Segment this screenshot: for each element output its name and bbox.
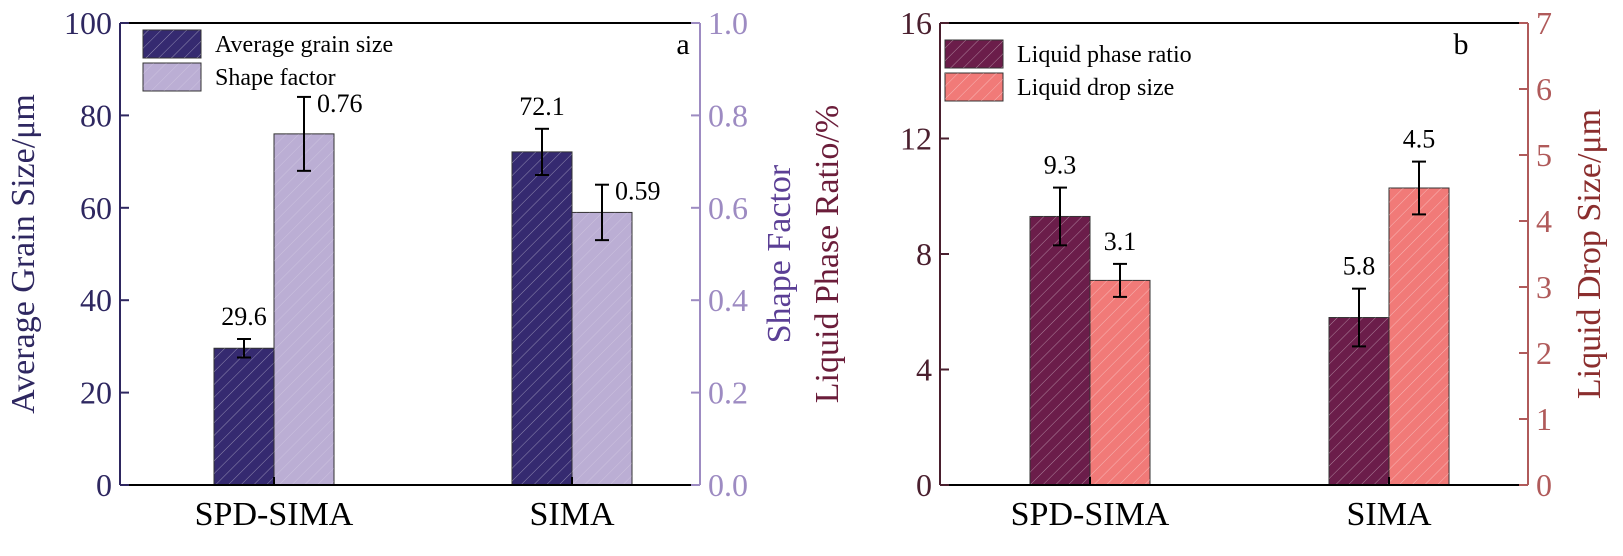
legend-swatch-hatch (945, 40, 1003, 68)
right-tick-label: 0 (1536, 467, 1552, 503)
left-tick-label: 0 (96, 467, 112, 503)
x-tick-label: SPD-SIMA (1011, 496, 1170, 533)
left-axis-label: Liquid Phase Ratio/% (809, 105, 846, 403)
x-tick-label: SIMA (1346, 496, 1431, 533)
data-label: 3.1 (1104, 227, 1137, 256)
legend-label: Average grain size (215, 32, 393, 58)
right-tick-label: 0.8 (708, 97, 748, 133)
legend-label: Liquid phase ratio (1017, 42, 1192, 68)
panel-a: 29.6 72.1 0.76 0.59 0 20 40 60 80 100 0.0 0.2 0.4 0.6… (5, 5, 798, 533)
data-label: 9.3 (1044, 151, 1077, 180)
left-tick-label: 12 (900, 121, 932, 157)
right-tick-label: 3 (1536, 269, 1552, 305)
x-tick-label: SIMA (529, 496, 614, 533)
right-tick-label: 0.0 (708, 467, 748, 503)
right-axis-label: Liquid Drop Size/μm (1571, 109, 1608, 399)
right-tick-label: 1.0 (708, 5, 748, 41)
bar-hatch (512, 151, 572, 485)
left-tick-label: 20 (80, 375, 112, 411)
bar-hatch (572, 212, 632, 486)
right-axis-label: Shape Factor (761, 164, 798, 343)
bar-hatch (1090, 280, 1150, 485)
legend-swatch-hatch (143, 63, 201, 91)
legend-swatch-hatch (945, 73, 1003, 101)
legend-label: Shape factor (215, 65, 336, 91)
left-tick-label: 40 (80, 282, 112, 318)
left-tick-label: 8 (916, 236, 932, 272)
left-tick-label: 0 (916, 467, 932, 503)
data-label: 29.6 (221, 302, 267, 331)
x-tick-label: SPD-SIMA (195, 496, 354, 533)
right-tick-label: 6 (1536, 71, 1552, 107)
data-label: 0.76 (317, 89, 363, 118)
panel-letter: b (1454, 28, 1469, 61)
right-tick-label: 7 (1536, 5, 1552, 41)
left-tick-label: 100 (64, 5, 112, 41)
right-tick-label: 0.6 (708, 190, 748, 226)
bar-hatch (1030, 216, 1090, 485)
panel-letter: a (676, 28, 689, 61)
right-tick-label: 0.4 (708, 282, 748, 318)
right-tick-label: 4 (1536, 203, 1552, 239)
bar-hatch (1389, 188, 1449, 485)
bar-hatch (214, 348, 274, 485)
left-tick-label: 16 (900, 5, 932, 41)
right-tick-label: 2 (1536, 335, 1552, 371)
legend-label: Liquid drop size (1017, 75, 1174, 101)
bar-hatch (274, 133, 334, 485)
data-label: 4.5 (1403, 125, 1436, 154)
right-tick-label: 1 (1536, 401, 1552, 437)
data-label: 0.59 (615, 177, 661, 206)
data-label: 72.1 (519, 92, 565, 121)
legend-swatch-hatch (143, 30, 201, 58)
left-tick-label: 60 (80, 190, 112, 226)
left-tick-label: 4 (916, 352, 932, 388)
left-axis-label: Average Grain Size/μm (5, 94, 42, 414)
right-tick-label: 0.2 (708, 375, 748, 411)
data-label: 5.8 (1343, 252, 1376, 281)
right-tick-label: 5 (1536, 137, 1552, 173)
left-tick-label: 80 (80, 97, 112, 133)
